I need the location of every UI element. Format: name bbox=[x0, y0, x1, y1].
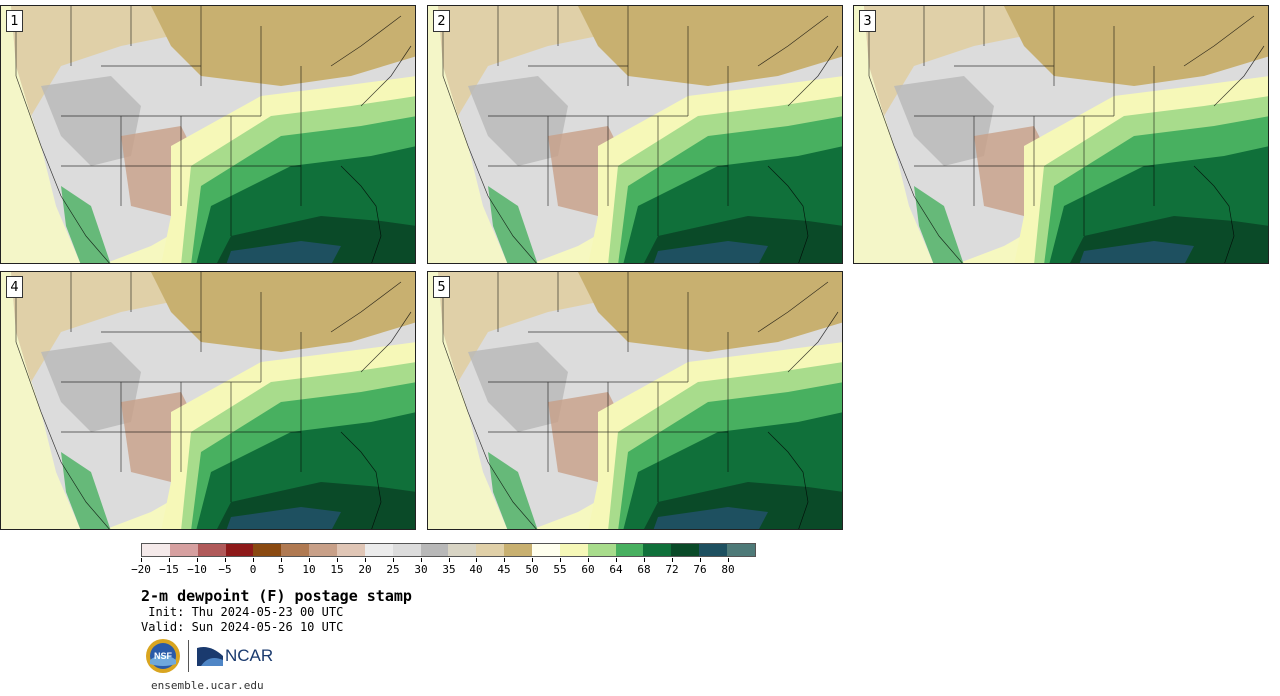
colorbar-segment bbox=[587, 544, 616, 556]
dewpoint-colorbar bbox=[141, 543, 756, 557]
colorbar-tick bbox=[672, 558, 673, 562]
colorbar-tick bbox=[169, 558, 170, 562]
map-panel-3: 3 bbox=[853, 5, 1269, 264]
colorbar-tick-label: 64 bbox=[609, 563, 623, 576]
colorbar-tick-label: 60 bbox=[581, 563, 595, 576]
colorbar-tick bbox=[588, 558, 589, 562]
colorbar-tick-label: 15 bbox=[330, 563, 344, 576]
colorbar-tick-label: −10 bbox=[187, 563, 207, 576]
colorbar-tick bbox=[253, 558, 254, 562]
colorbar-tick-label: 10 bbox=[302, 563, 316, 576]
colorbar-segment bbox=[532, 544, 560, 556]
colorbar-segment bbox=[169, 544, 198, 556]
colorbar-segment bbox=[504, 544, 533, 556]
dewpoint-map-5 bbox=[428, 272, 843, 530]
colorbar-segment bbox=[364, 544, 393, 556]
colorbar-segment bbox=[392, 544, 421, 556]
nsf-logo-text: NSF bbox=[154, 651, 173, 661]
dewpoint-map-3 bbox=[854, 6, 1269, 264]
colorbar-tick bbox=[700, 558, 701, 562]
colorbar-tick-label: 72 bbox=[665, 563, 679, 576]
site-url: ensemble.ucar.edu bbox=[151, 679, 264, 692]
init-time: Init: Thu 2024-05-23 00 UTC bbox=[141, 605, 344, 619]
panel-number-label: 2 bbox=[433, 10, 450, 32]
colorbar-segment bbox=[476, 544, 505, 556]
panel-number-label: 5 bbox=[433, 276, 450, 298]
colorbar-tick-label: 40 bbox=[469, 563, 483, 576]
colorbar-tick bbox=[281, 558, 282, 562]
colorbar-segment bbox=[671, 544, 700, 556]
colorbar-segment bbox=[559, 544, 588, 556]
colorbar-tick-label: −20 bbox=[131, 563, 151, 576]
colorbar-tick-label: 45 bbox=[497, 563, 511, 576]
colorbar-segment bbox=[337, 544, 365, 556]
colorbar-tick bbox=[728, 558, 729, 562]
colorbar-tick-label: 30 bbox=[414, 563, 428, 576]
colorbar-tick bbox=[616, 558, 617, 562]
colorbar-segment bbox=[309, 544, 338, 556]
colorbar-tick-label: 25 bbox=[386, 563, 400, 576]
colorbar-tick-label: −15 bbox=[159, 563, 179, 576]
colorbar-tick-label: 35 bbox=[442, 563, 456, 576]
colorbar-tick bbox=[393, 558, 394, 562]
colorbar-tick bbox=[421, 558, 422, 562]
colorbar-tick-label: 50 bbox=[525, 563, 539, 576]
dewpoint-map-1 bbox=[1, 6, 416, 264]
colorbar-tick-label: 76 bbox=[693, 563, 707, 576]
colorbar-tick bbox=[197, 558, 198, 562]
colorbar-tick bbox=[365, 558, 366, 562]
map-panel-2: 2 bbox=[427, 5, 843, 264]
valid-time: Valid: Sun 2024-05-26 10 UTC bbox=[141, 620, 344, 634]
colorbar-segment bbox=[142, 544, 170, 556]
colorbar-tick-label: 68 bbox=[637, 563, 651, 576]
colorbar-segment bbox=[615, 544, 644, 556]
figure-title: 2-m dewpoint (F) postage stamp bbox=[141, 587, 412, 605]
colorbar-tick-label: 80 bbox=[721, 563, 735, 576]
colorbar-segment bbox=[420, 544, 449, 556]
colorbar-tick bbox=[225, 558, 226, 562]
colorbar-tick bbox=[644, 558, 645, 562]
colorbar-segment bbox=[448, 544, 477, 556]
colorbar-tick-label: 55 bbox=[553, 563, 567, 576]
map-panel-1: 1 bbox=[0, 5, 416, 264]
colorbar-tick-label: 20 bbox=[358, 563, 372, 576]
colorbar-tick bbox=[504, 558, 505, 562]
colorbar-tick-label: 0 bbox=[249, 563, 257, 576]
nsf-logo-icon: NSF bbox=[146, 639, 180, 673]
dewpoint-map-4 bbox=[1, 272, 416, 530]
ncar-logo: NCAR bbox=[197, 644, 273, 668]
logo-divider bbox=[188, 640, 189, 672]
colorbar-tick bbox=[141, 558, 142, 562]
colorbar-segment bbox=[699, 544, 728, 556]
colorbar-segment bbox=[197, 544, 226, 556]
colorbar-tick-label: −5 bbox=[218, 563, 232, 576]
colorbar-tick bbox=[337, 558, 338, 562]
panel-number-label: 4 bbox=[6, 276, 23, 298]
colorbar-ticks: −20 −15 −10 −5 0 5 10 15 20 25 30 35 40 45 50 55 60 64 68 7… bbox=[131, 558, 756, 578]
colorbar-tick-label: 5 bbox=[277, 563, 285, 576]
colorbar-tick bbox=[309, 558, 310, 562]
panel-number-label: 1 bbox=[6, 10, 23, 32]
colorbar-segment bbox=[281, 544, 310, 556]
map-panel-4: 4 bbox=[0, 271, 416, 530]
colorbar-tick bbox=[560, 558, 561, 562]
ncar-logo-text: NCAR bbox=[225, 646, 274, 665]
colorbar-tick bbox=[532, 558, 533, 562]
colorbar-segment bbox=[225, 544, 254, 556]
panel-number-label: 3 bbox=[859, 10, 876, 32]
colorbar-tick bbox=[449, 558, 450, 562]
ncar-mark-icon bbox=[197, 647, 223, 666]
colorbar-segment bbox=[253, 544, 282, 556]
map-panel-5: 5 bbox=[427, 271, 843, 530]
colorbar-segment bbox=[727, 544, 755, 556]
dewpoint-map-2 bbox=[428, 6, 843, 264]
colorbar-tick bbox=[476, 558, 477, 562]
colorbar-segment bbox=[643, 544, 672, 556]
